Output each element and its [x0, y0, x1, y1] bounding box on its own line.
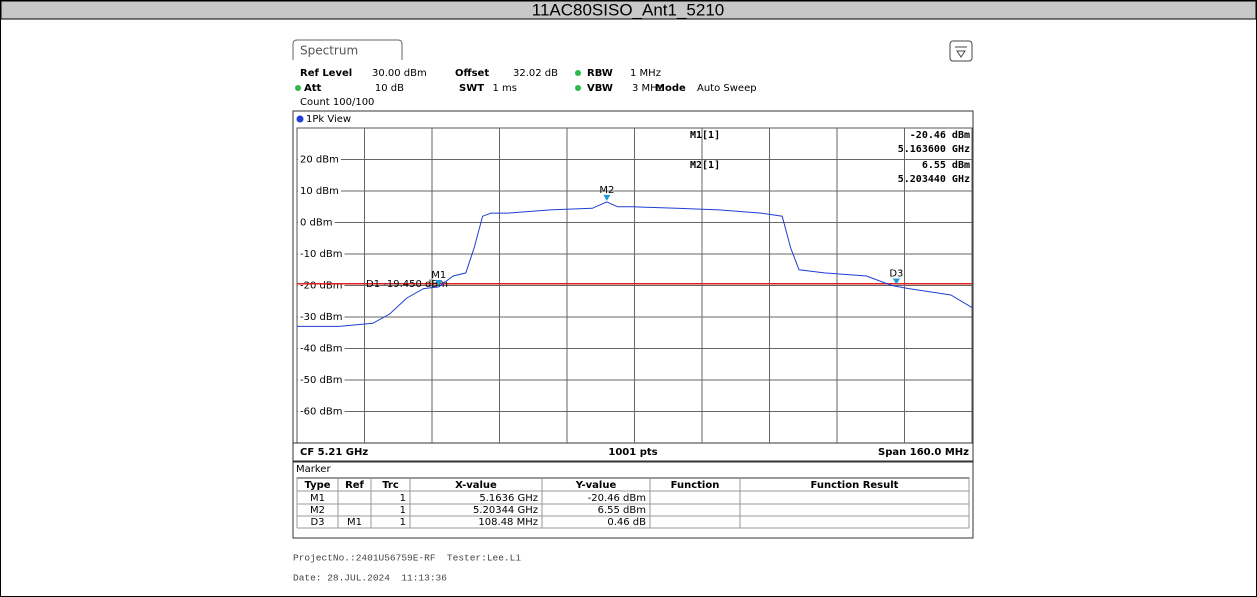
table-header: Function — [671, 480, 720, 491]
footer-center: 1001 pts — [608, 447, 657, 458]
table-header: Y-value — [575, 480, 617, 491]
table-header: Type — [304, 480, 330, 491]
y-tick-label: -20 dBm — [300, 281, 342, 292]
readout-level: 6.55 dBm — [922, 160, 970, 171]
tab-label: Spectrum — [300, 44, 358, 58]
footer-right: Span 160.0 MHz — [878, 447, 969, 458]
marker-label: D3 — [889, 269, 903, 280]
setting-value: 32.02 dB — [513, 68, 558, 79]
table-cell: 5.1636 GHz — [479, 493, 538, 504]
tick-label-bg — [298, 216, 335, 229]
setting-value: 3 MHz — [632, 83, 663, 94]
tick-label-bg — [298, 248, 345, 260]
setting-label: Offset — [455, 68, 489, 79]
note: Date: 28.JUL.2024 11:13:36 — [293, 573, 447, 584]
table-cell: 1 — [400, 493, 406, 504]
tick-label-bg — [298, 279, 345, 292]
setting-label: Mode — [655, 83, 686, 94]
y-tick-label: -40 dBm — [300, 344, 342, 355]
y-tick-label: 10 dBm — [300, 186, 339, 197]
setting-label: VBW — [587, 83, 613, 94]
setting-label: RBW — [587, 68, 613, 79]
table-cell: -20.46 dBm — [588, 493, 646, 504]
setting-value: 1 MHz — [630, 68, 661, 79]
table-header: Ref — [345, 480, 364, 491]
table-cell: 1 — [400, 517, 406, 528]
tick-label-bg — [298, 153, 341, 166]
marker-label: M1 — [431, 270, 446, 281]
y-tick-label: -50 dBm — [300, 375, 342, 386]
footer-left: CF 5.21 GHz — [300, 447, 368, 458]
y-tick-label: 0 dBm — [300, 218, 333, 229]
threshold-label: D1 -19.450 dBm — [366, 279, 448, 290]
marker-label: M2 — [599, 185, 614, 196]
table-cell: 108.48 MHz — [478, 517, 538, 528]
table-cell: 6.55 dBm — [598, 505, 646, 516]
table-cell: 5.20344 GHz — [473, 505, 538, 516]
status-dot — [295, 85, 301, 91]
table-cell: 1 — [400, 505, 406, 516]
table-cell: M2 — [310, 505, 325, 516]
y-tick-label: -60 dBm — [300, 407, 342, 418]
y-tick-label: 20 dBm — [300, 155, 339, 166]
tick-label-bg — [298, 405, 345, 418]
readout-freq: 5.163600 GHz — [898, 144, 970, 155]
setting-value: 30.00 dBm — [372, 68, 427, 79]
setting-label: SWT — [459, 83, 484, 94]
readout-name: M1[1] — [690, 130, 720, 141]
status-dot — [575, 70, 581, 76]
count: Count 100/100 — [300, 97, 374, 108]
setting-label: Ref Level — [300, 68, 352, 79]
y-tick-label: -10 dBm — [300, 249, 342, 260]
table-cell: M1 — [347, 517, 362, 528]
table-cell: M1 — [310, 493, 325, 504]
y-tick-label: -30 dBm — [300, 312, 342, 323]
tick-label-bg — [298, 374, 345, 386]
status-dot — [575, 85, 581, 91]
view-dot — [296, 115, 304, 123]
menu-glyph — [955, 46, 967, 58]
tab[interactable] — [292, 39, 403, 60]
note: ProjectNo.:2401U56759E-RF Tester:Lee.Li — [293, 553, 521, 564]
tick-label-bg — [298, 342, 345, 355]
table-header: Trc — [382, 480, 399, 491]
table-cell: D3 — [310, 517, 324, 528]
setting-value: 1 ms — [493, 83, 518, 94]
setting-value: Auto Sweep — [697, 83, 757, 94]
readout-level: -20.46 dBm — [910, 130, 970, 141]
marker — [603, 194, 611, 201]
table-title: Marker — [296, 464, 331, 475]
view-label: 1Pk View — [306, 114, 351, 125]
setting-label: Att — [304, 83, 322, 94]
marker-table-frame — [292, 461, 974, 539]
table-header: Function Result — [811, 480, 899, 491]
table-header: X-value — [455, 480, 497, 491]
title: 11AC80SISO_Ant1_5210 — [532, 0, 725, 19]
tick-label-bg — [298, 185, 341, 197]
setting-value: 10 dB — [375, 83, 404, 94]
table-cell: 0.46 dB — [607, 517, 646, 528]
marker — [892, 278, 900, 285]
readout-name: M2[1] — [690, 160, 720, 171]
readout-freq: 5.203440 GHz — [898, 174, 970, 185]
trace — [297, 201, 973, 327]
marker — [435, 279, 443, 286]
tick-label-bg — [298, 311, 345, 323]
title-bar — [0, 0, 1257, 20]
